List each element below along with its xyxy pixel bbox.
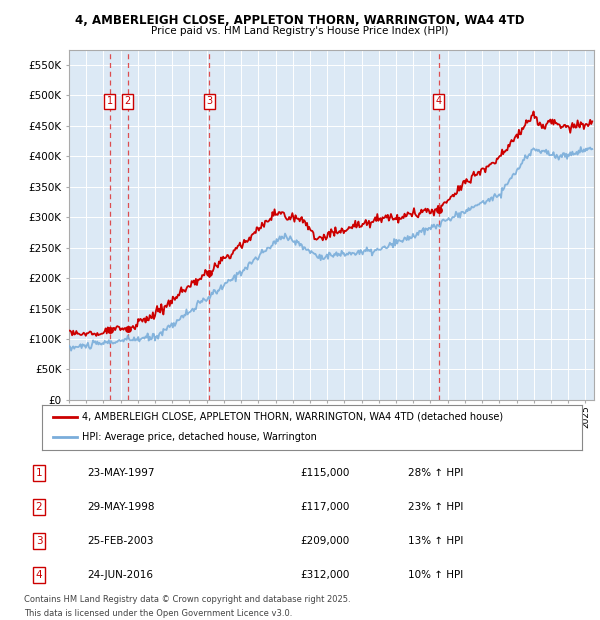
Text: 1: 1 [107,96,113,107]
Text: £209,000: £209,000 [300,536,349,546]
Text: 13% ↑ HPI: 13% ↑ HPI [408,536,463,546]
Text: Price paid vs. HM Land Registry's House Price Index (HPI): Price paid vs. HM Land Registry's House … [151,26,449,36]
Text: 24-JUN-2016: 24-JUN-2016 [87,570,153,580]
Text: 28% ↑ HPI: 28% ↑ HPI [408,467,463,478]
Text: 3: 3 [206,96,212,107]
Text: 1: 1 [35,467,43,478]
Text: 4, AMBERLEIGH CLOSE, APPLETON THORN, WARRINGTON, WA4 4TD (detached house): 4, AMBERLEIGH CLOSE, APPLETON THORN, WAR… [83,412,503,422]
Text: 23% ↑ HPI: 23% ↑ HPI [408,502,463,512]
Text: 23-MAY-1997: 23-MAY-1997 [87,467,155,478]
Text: 2: 2 [125,96,131,107]
Text: 2: 2 [35,502,43,512]
Text: 25-FEB-2003: 25-FEB-2003 [87,536,154,546]
Text: £115,000: £115,000 [300,467,349,478]
Text: £117,000: £117,000 [300,502,349,512]
Text: £312,000: £312,000 [300,570,349,580]
Text: 29-MAY-1998: 29-MAY-1998 [87,502,155,512]
Text: HPI: Average price, detached house, Warrington: HPI: Average price, detached house, Warr… [83,432,317,443]
Text: Contains HM Land Registry data © Crown copyright and database right 2025.: Contains HM Land Registry data © Crown c… [24,595,350,604]
Text: 10% ↑ HPI: 10% ↑ HPI [408,570,463,580]
Text: 4, AMBERLEIGH CLOSE, APPLETON THORN, WARRINGTON, WA4 4TD: 4, AMBERLEIGH CLOSE, APPLETON THORN, WAR… [75,14,525,27]
Text: 4: 4 [436,96,442,107]
Text: 4: 4 [35,570,43,580]
Text: 3: 3 [35,536,43,546]
Text: This data is licensed under the Open Government Licence v3.0.: This data is licensed under the Open Gov… [24,609,292,618]
